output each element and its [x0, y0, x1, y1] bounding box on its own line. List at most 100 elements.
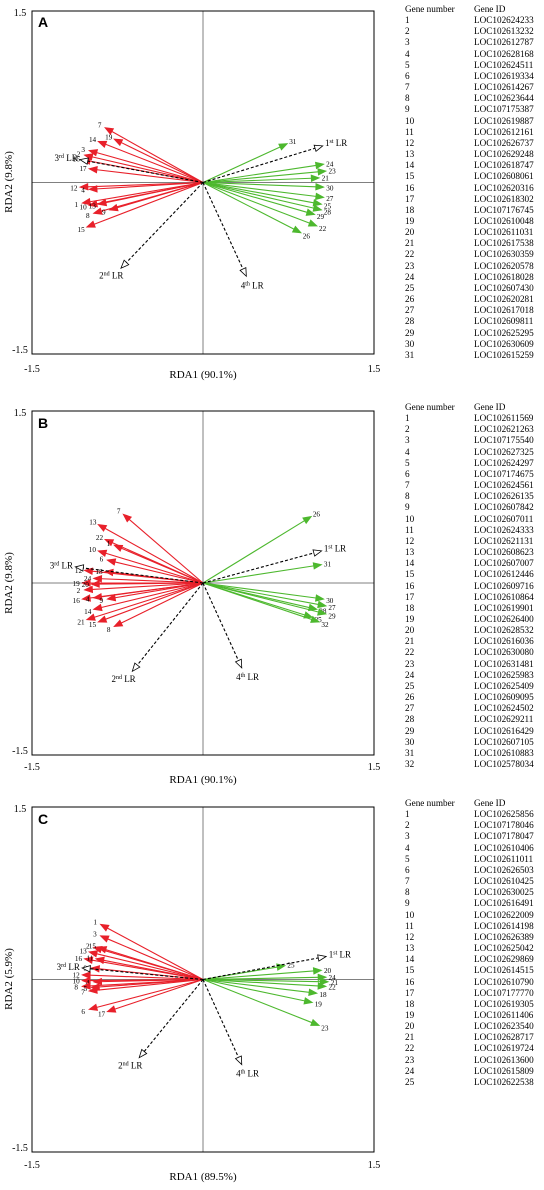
table-row: 19 LOC102626400: [405, 614, 544, 625]
gene-number: 23: [405, 658, 415, 669]
gene-id: LOC102610864: [474, 591, 534, 602]
gene-vector-29-line: [202, 181, 308, 213]
gene-vector-9-line: [117, 181, 204, 209]
gene-id: LOC102621263: [474, 424, 534, 435]
y-tick-top: 1.5: [14, 8, 27, 19]
gene-id: LOC102614515: [474, 965, 534, 976]
gene-vector-16-head: [81, 594, 91, 602]
table-row: 10 LOC102622009: [405, 910, 544, 921]
gene-vector-label: 9: [102, 209, 106, 217]
env-vector-label: 1st LR: [324, 543, 346, 553]
x-tick-left: -1.5: [24, 1160, 40, 1171]
table-row: 29 LOC102616429: [405, 726, 544, 737]
x-tick-right: 1.5: [368, 1160, 381, 1171]
gene-number: 6: [405, 864, 410, 875]
env-vector-head: [234, 658, 243, 669]
panel-label: C: [38, 811, 48, 827]
table-row: 19 LOC102611406: [405, 1010, 544, 1021]
gene-vector-7-head: [104, 127, 115, 136]
env-vector-line: [202, 957, 319, 981]
gene-id: LOC102607842: [474, 502, 534, 513]
table-row: 4 LOC102610406: [405, 843, 544, 854]
gene-vector-label: 28: [324, 208, 332, 216]
gene-vector-29-line: [202, 582, 319, 613]
gene-number: 3: [405, 435, 410, 446]
gene-number: 20: [405, 227, 415, 238]
table-row: 16 LOC102610790: [405, 977, 544, 988]
gene-id: LOC107175540: [474, 435, 534, 446]
table-row: 6 LOC102619334: [405, 71, 544, 82]
table-rows: 1 LOC102611569 2 LOC102621263 3 LOC107175540 4…: [405, 413, 544, 770]
y-tick-bottom: -1.5: [12, 1143, 28, 1154]
panel-a: A 1.5 -1.5 -1.5 1.5 RDA1 (90.1%) RDA2 (9…: [0, 0, 544, 390]
gene-number: 28: [405, 316, 415, 327]
gene-vector-label: 4: [86, 979, 90, 987]
table-row: 10 LOC102619887: [405, 116, 544, 127]
panel-b: B 1.5 -1.5 -1.5 1.5 RDA1 (90.1%) RDA2 (9…: [0, 398, 544, 788]
env-vector-head: [81, 965, 91, 973]
gene-id: LOC102629248: [474, 149, 534, 160]
table-header: Gene number Gene ID: [405, 798, 544, 809]
gene-vector-13-line: [104, 527, 204, 584]
env-vector-line: [202, 979, 239, 1058]
gene-vector-4-line: [101, 978, 204, 983]
gene-vector-label: 26: [313, 510, 321, 518]
gene-id: LOC107178047: [474, 831, 534, 842]
table-row: 25 LOC102625409: [405, 681, 544, 692]
gene-vector-9-head: [106, 593, 117, 602]
gene-vector-26-head: [302, 515, 313, 525]
gene-number: 12: [405, 931, 415, 942]
gene-vector-label: 10: [80, 204, 88, 212]
table-row: 11 LOC102612161: [405, 127, 544, 138]
gene-id: LOC102626400: [474, 613, 534, 624]
gene-vector-22-line: [202, 978, 319, 987]
gene-vector-25-line: [202, 181, 314, 204]
gene-number: 11: [405, 126, 414, 137]
gene-number: 7: [405, 480, 410, 491]
table-row: 30 LOC102607105: [405, 737, 544, 748]
table-row: 5 LOC102611011: [405, 854, 544, 865]
gene-vector-12-head: [81, 971, 91, 980]
gene-vector-14-line: [101, 582, 204, 609]
gene-number: 5: [405, 457, 410, 468]
gene-id: LOC102627325: [474, 446, 534, 457]
gene-number: 10: [405, 909, 415, 920]
gene-id: LOC102616491: [474, 898, 534, 909]
table-row: 11 LOC102624333: [405, 525, 544, 536]
table-row: 15 LOC102608061: [405, 171, 544, 182]
gene-vector-label: 15: [89, 621, 97, 629]
table-row: 23 LOC102613600: [405, 1055, 544, 1066]
gene-vector-32-head: [310, 615, 321, 623]
gene-vector-15-head: [97, 615, 108, 623]
gene-number: 22: [405, 249, 415, 260]
gene-vector-32-line: [202, 582, 312, 620]
gene-number: 16: [405, 580, 415, 591]
table-row: 11 LOC102614198: [405, 921, 544, 932]
table-row: 7 LOC102610425: [405, 876, 544, 887]
gene-vector-label: 7: [98, 122, 102, 130]
gene-number: 23: [405, 260, 415, 271]
gene-vector-label: 13: [89, 519, 97, 527]
table-row: 3 LOC107175540: [405, 435, 544, 446]
gene-id: LOC102610048: [474, 215, 534, 226]
gene-vector-18-head: [103, 568, 114, 577]
gene-vector-21-line: [94, 582, 204, 618]
table-row: 26 LOC102609095: [405, 692, 544, 703]
gene-vector-19-line: [121, 142, 204, 183]
gene-vector-label: 8: [86, 212, 90, 220]
gene-id: LOC102622009: [474, 909, 534, 920]
gene-number: 4: [405, 842, 410, 853]
env-vector-line: [202, 182, 244, 270]
gene-id: LOC102614198: [474, 920, 534, 931]
table-row: 25 LOC102622538: [405, 1077, 544, 1088]
gene-vector-1-head: [113, 544, 124, 552]
table-rows: 1 LOC102625856 2 LOC107178046 3 LOC107178047 4…: [405, 809, 544, 1088]
gene-vector-23-line: [202, 171, 319, 184]
gene-id: LOC102630359: [474, 249, 534, 260]
gene-vector-17-head: [106, 1005, 117, 1013]
gene-number: 15: [405, 171, 415, 182]
gene-id: LOC102613232: [474, 26, 534, 37]
gene-vector-10-line: [105, 552, 204, 584]
gene-number: 10: [405, 115, 415, 126]
gene-id: LOC102630025: [474, 887, 534, 898]
